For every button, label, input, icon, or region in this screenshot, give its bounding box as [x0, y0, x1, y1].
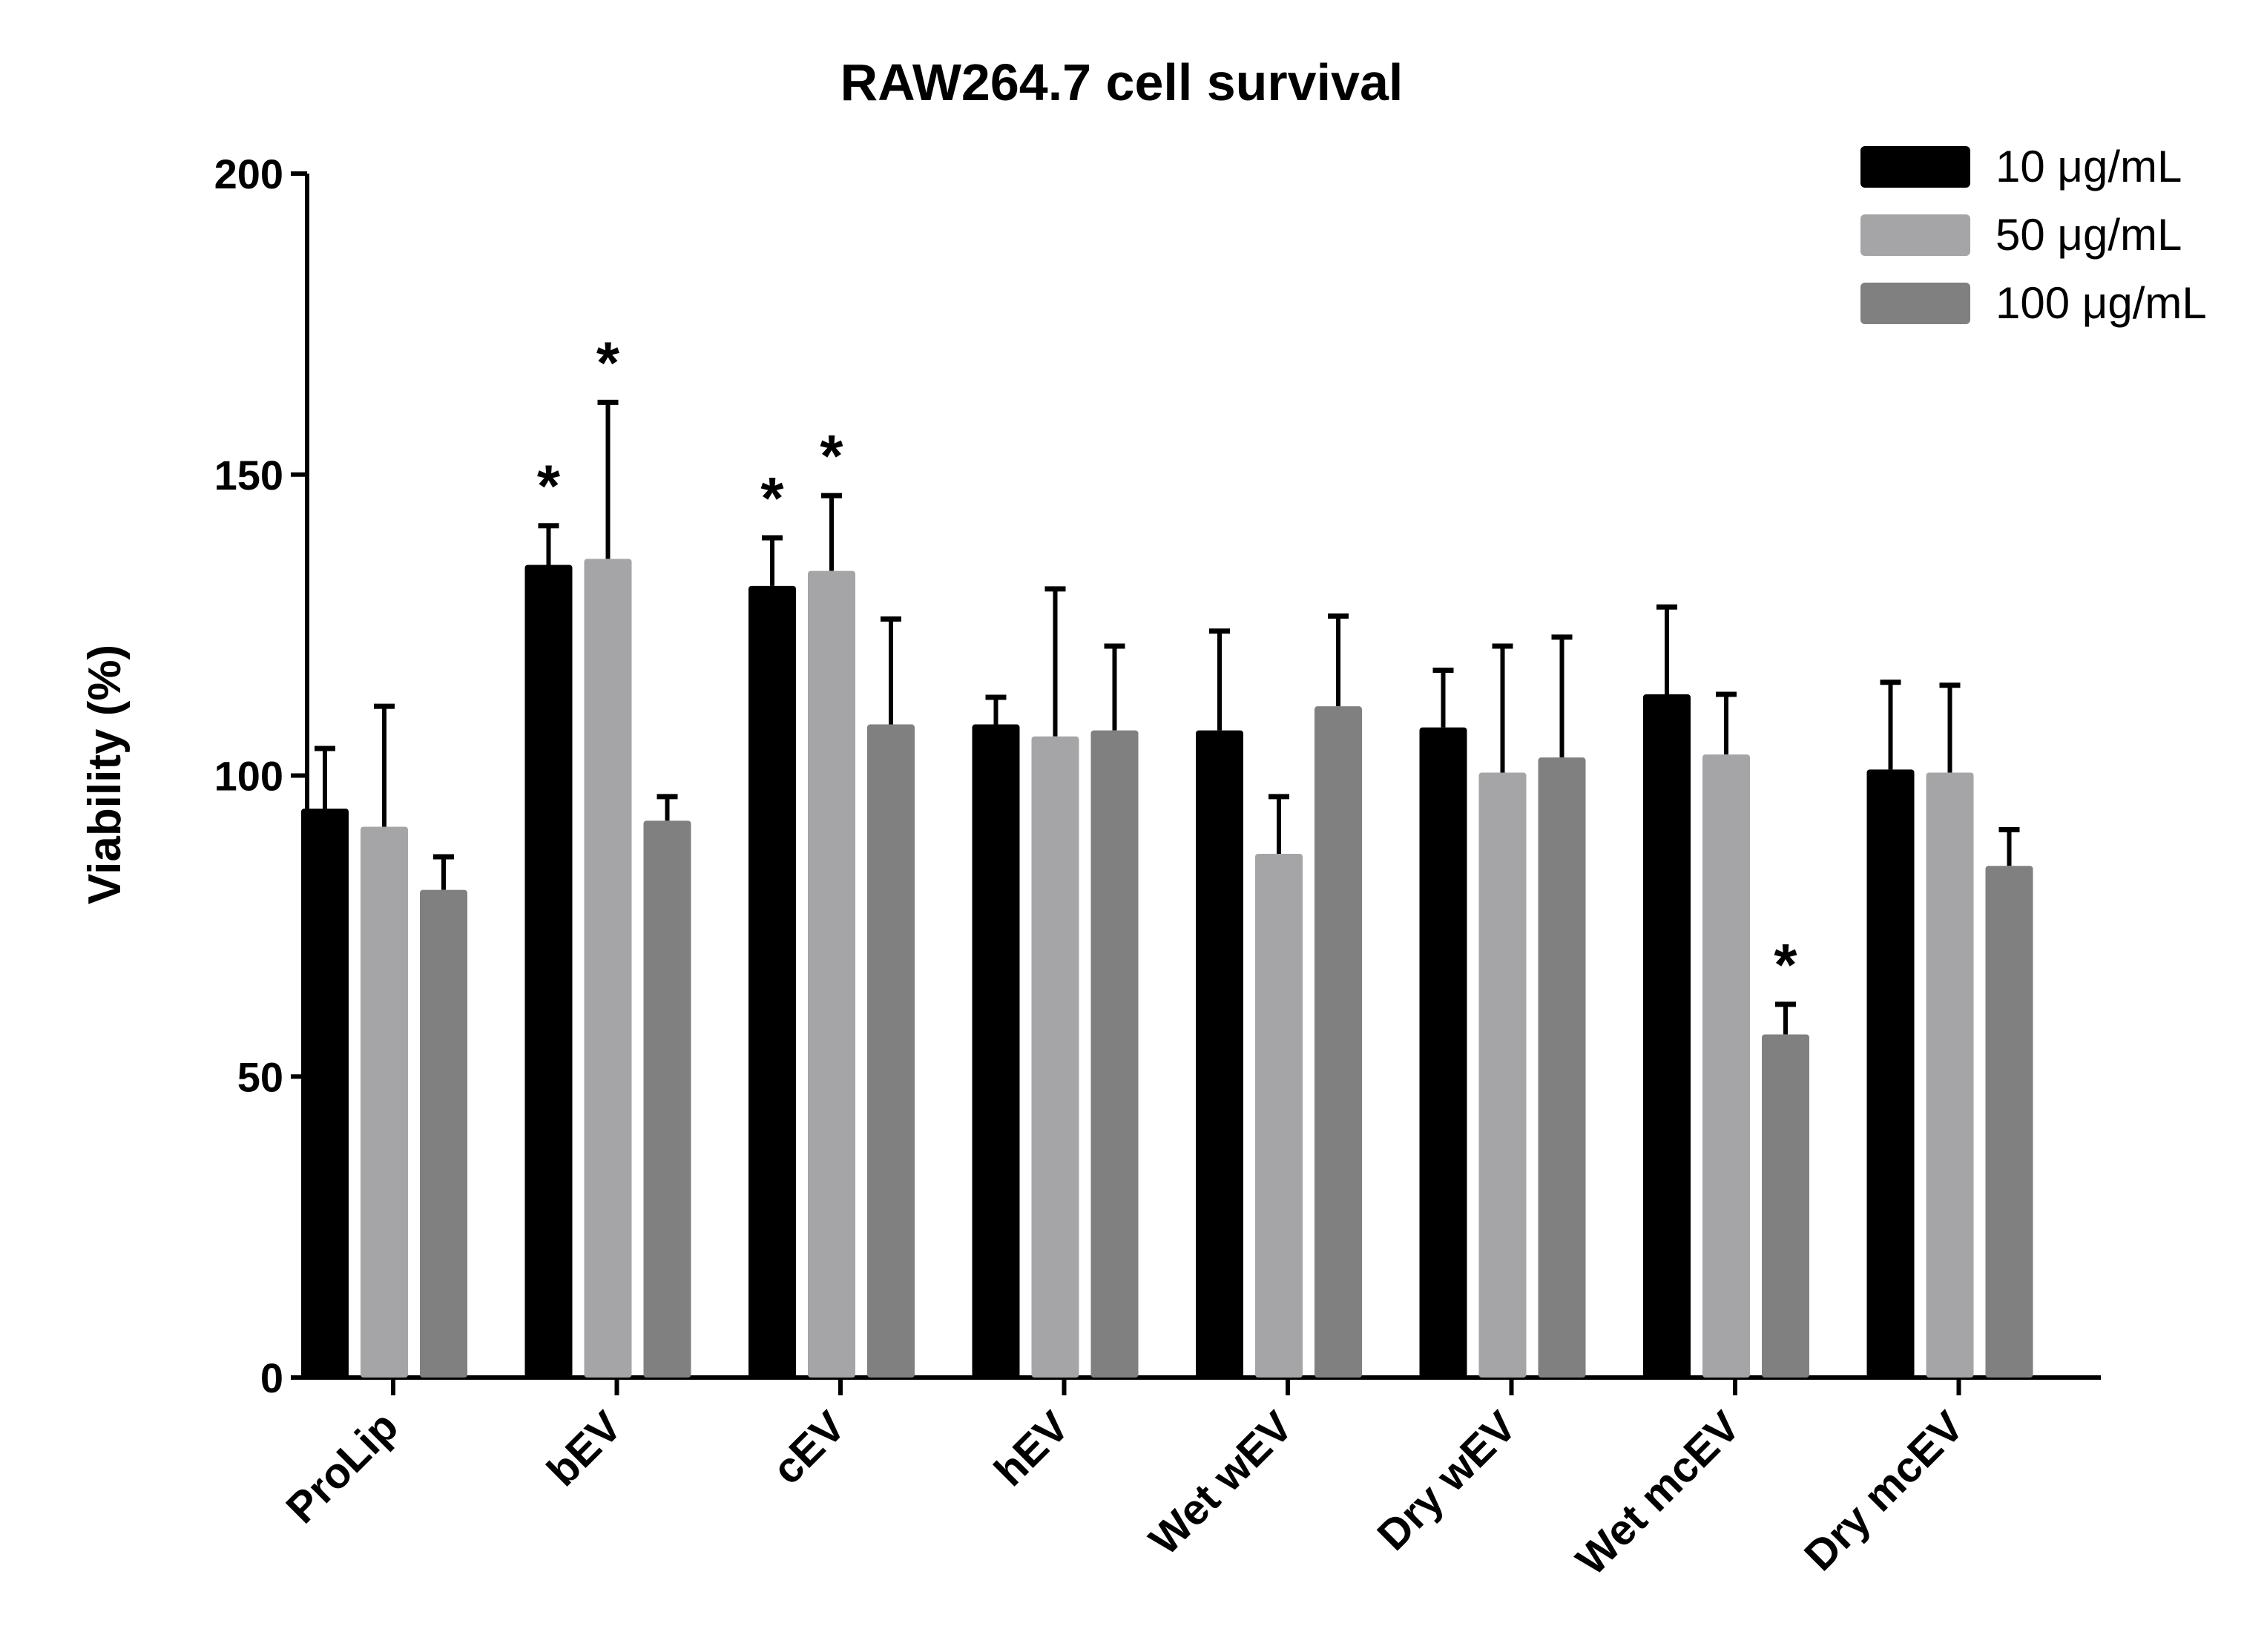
bar — [867, 724, 915, 1378]
significance-marker: * — [596, 329, 620, 395]
legend-swatch — [1860, 214, 1970, 256]
legend-label: 50 μg/mL — [1995, 210, 2182, 260]
bar — [584, 559, 632, 1378]
significance-marker: * — [537, 453, 561, 519]
significance-marker: * — [760, 465, 784, 531]
chart-title: RAW264.7 cell survival — [840, 53, 1404, 111]
bar — [748, 585, 796, 1378]
x-tick-label: ProLip — [277, 1402, 407, 1533]
x-tick-label: cEV — [763, 1402, 855, 1494]
x-tick-label: bEV — [538, 1402, 631, 1495]
bar — [1196, 730, 1243, 1378]
bar — [1255, 853, 1303, 1378]
bar — [1090, 730, 1139, 1378]
bar — [1315, 706, 1362, 1378]
bar — [643, 820, 691, 1378]
bar — [1419, 727, 1467, 1378]
y-axis-label: Viability (%) — [79, 645, 131, 904]
plot-area: 0 50 100 150 200 ProLip * * bEV * * cEV hEV Wet wEV Dr… — [214, 151, 2101, 1584]
bar — [1926, 772, 1974, 1378]
bar — [524, 565, 573, 1378]
x-tick-label: Wet mcEV — [1567, 1402, 1749, 1584]
bar — [1866, 769, 1915, 1378]
bar — [1985, 866, 2033, 1378]
x-tick-label: Wet wEV — [1140, 1402, 1303, 1564]
bar — [1762, 1034, 1809, 1378]
bar — [1031, 736, 1079, 1378]
y-tick-label: 150 — [214, 452, 283, 498]
bar — [301, 809, 349, 1378]
significance-marker: * — [1774, 932, 1797, 998]
bar — [420, 889, 467, 1378]
bar — [1702, 754, 1750, 1378]
y-tick-label: 0 — [260, 1355, 283, 1401]
legend: 10 μg/mL 50 μg/mL 100 μg/mL — [1860, 142, 2207, 328]
legend-swatch — [1860, 146, 1970, 188]
x-tick-label: Dry wEV — [1368, 1402, 1526, 1560]
y-tick-label: 200 — [214, 151, 283, 197]
y-tick-label: 50 — [237, 1053, 283, 1100]
bar — [1478, 772, 1527, 1378]
legend-label: 10 μg/mL — [1995, 142, 2182, 191]
x-tick-label: Dry mcEV — [1795, 1402, 1973, 1580]
bar — [808, 570, 855, 1378]
bar — [972, 724, 1020, 1378]
bar — [1538, 757, 1586, 1378]
significance-marker: * — [820, 423, 843, 489]
bar — [361, 826, 408, 1378]
legend-swatch — [1860, 283, 1970, 324]
bar — [1643, 694, 1691, 1378]
legend-label: 100 μg/mL — [1995, 278, 2207, 328]
y-tick-label: 100 — [214, 753, 283, 800]
x-tick-label: hEV — [985, 1402, 1079, 1495]
